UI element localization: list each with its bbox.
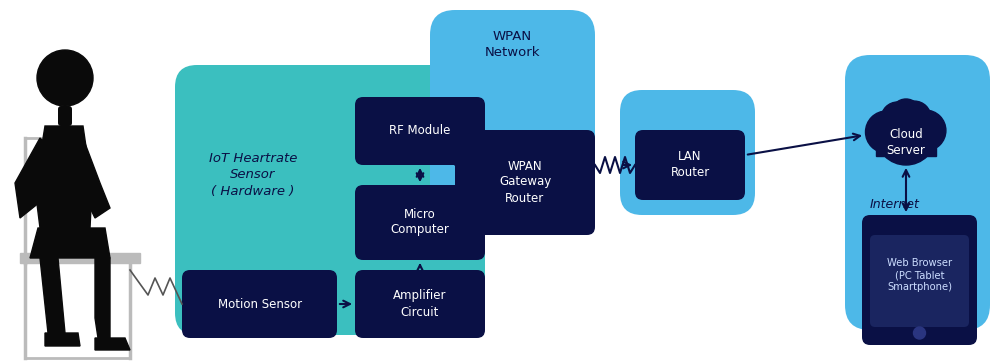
FancyBboxPatch shape — [870, 235, 969, 327]
Polygon shape — [40, 258, 65, 333]
Polygon shape — [30, 228, 110, 258]
Circle shape — [881, 102, 914, 135]
Bar — [20, 253, 140, 263]
Text: RF Module: RF Module — [389, 125, 451, 138]
Polygon shape — [45, 333, 80, 346]
FancyBboxPatch shape — [635, 130, 745, 200]
Text: Amplifier
Circuit: Amplifier Circuit — [393, 290, 447, 318]
FancyBboxPatch shape — [620, 90, 755, 215]
FancyBboxPatch shape — [355, 97, 485, 165]
FancyBboxPatch shape — [430, 10, 595, 215]
Polygon shape — [95, 338, 130, 350]
Circle shape — [914, 327, 926, 339]
Text: Micro
Computer: Micro Computer — [391, 208, 449, 237]
FancyBboxPatch shape — [58, 106, 72, 126]
Text: Internet: Internet — [870, 199, 920, 212]
FancyBboxPatch shape — [175, 65, 485, 335]
Circle shape — [37, 50, 93, 106]
Polygon shape — [95, 258, 110, 338]
Bar — [876, 135, 936, 156]
Polygon shape — [35, 126, 92, 228]
Text: Cloud
Server: Cloud Server — [887, 129, 925, 158]
Polygon shape — [70, 138, 110, 218]
Circle shape — [876, 105, 936, 165]
Circle shape — [898, 101, 931, 134]
Polygon shape — [15, 138, 50, 218]
Text: Motion Sensor: Motion Sensor — [218, 298, 302, 310]
FancyBboxPatch shape — [845, 55, 990, 330]
Text: Web Browser
(PC Tablet
Smartphone): Web Browser (PC Tablet Smartphone) — [887, 258, 952, 293]
FancyBboxPatch shape — [355, 185, 485, 260]
Circle shape — [891, 99, 921, 129]
Text: IoT Heartrate
Sensor
( Hardware ): IoT Heartrate Sensor ( Hardware ) — [209, 152, 297, 197]
Text: LAN
Router: LAN Router — [670, 151, 710, 179]
FancyBboxPatch shape — [862, 215, 977, 345]
Text: WPAN
Gateway
Router: WPAN Gateway Router — [499, 159, 551, 204]
Text: WPAN
Network: WPAN Network — [484, 30, 540, 60]
FancyBboxPatch shape — [182, 270, 337, 338]
FancyBboxPatch shape — [455, 130, 595, 235]
Circle shape — [905, 110, 946, 151]
Circle shape — [866, 111, 908, 153]
FancyBboxPatch shape — [355, 270, 485, 338]
